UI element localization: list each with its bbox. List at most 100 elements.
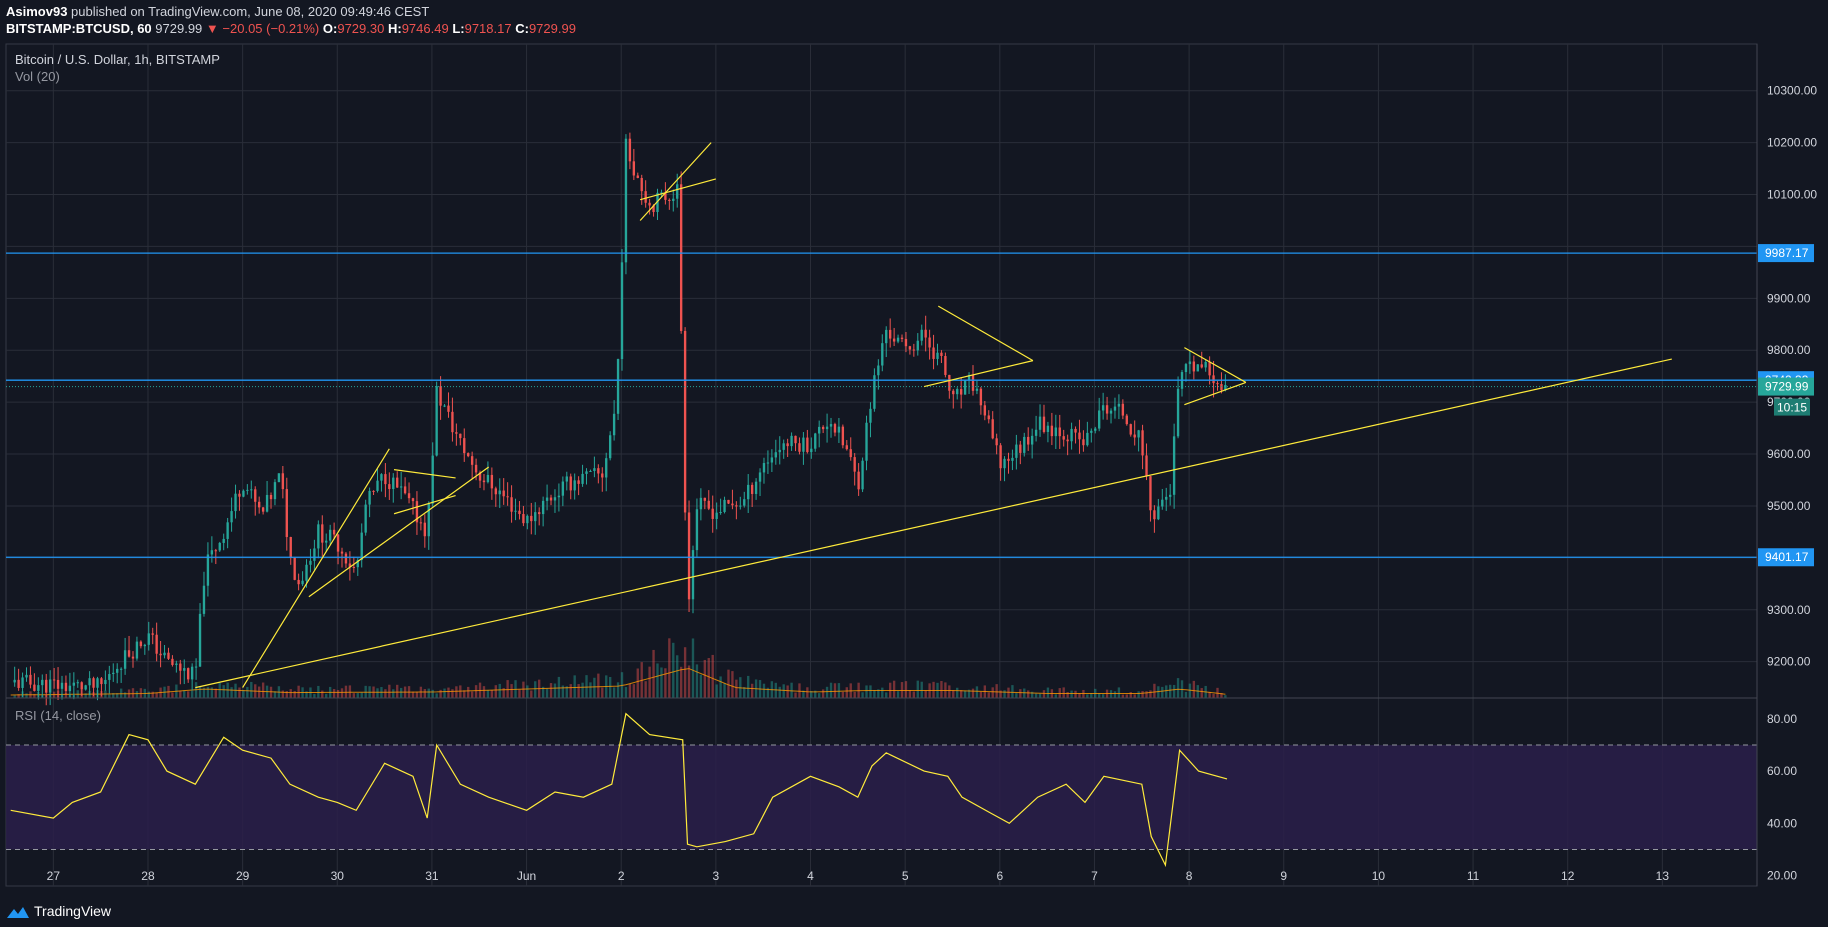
candles[interactable] <box>13 132 1227 706</box>
candle-body <box>313 548 316 561</box>
candle-body <box>892 338 896 342</box>
volume-bar <box>687 665 691 698</box>
candle-body <box>593 468 596 471</box>
volume-bar <box>1224 695 1227 698</box>
price-axis[interactable]: 9200.009300.009400.009500.009600.009700.… <box>1767 84 1817 669</box>
candle-body <box>187 668 190 680</box>
high-label: H: <box>387 21 402 36</box>
volume-bar <box>676 655 679 698</box>
candle-body <box>273 482 277 500</box>
volume-bar <box>573 675 576 698</box>
volume-bar <box>64 693 68 698</box>
volume-bar <box>1074 690 1077 698</box>
volume-bar <box>660 667 663 698</box>
volume-bar <box>711 654 714 698</box>
volume-bar <box>360 692 363 698</box>
candle-body <box>246 489 249 491</box>
volume-bar <box>451 689 454 698</box>
volume-bar <box>798 683 801 698</box>
volume-bar <box>84 693 87 698</box>
candle-body <box>676 184 679 199</box>
candle-body <box>206 554 210 586</box>
close-label: C: <box>515 21 529 36</box>
candle-body <box>900 337 904 339</box>
rsi-tick-label: 20.00 <box>1767 869 1797 883</box>
rsi-pane[interactable] <box>6 744 1757 850</box>
volume-bar <box>912 691 916 698</box>
candle-body <box>1192 361 1196 372</box>
candle-body <box>269 494 273 500</box>
volume-bar <box>589 682 592 698</box>
candle-body <box>348 563 352 568</box>
candle-body <box>1015 444 1018 458</box>
brand-name[interactable]: TradingView <box>34 903 112 919</box>
candle-body <box>1070 428 1073 442</box>
candle-body <box>321 524 324 543</box>
volume-bar <box>25 693 28 698</box>
trendline <box>242 448 390 688</box>
volume-bar <box>695 664 699 698</box>
candle-body <box>1086 432 1089 446</box>
volume-bar <box>486 689 490 698</box>
volume-bar <box>123 692 127 698</box>
candle-body <box>1038 416 1042 430</box>
volume-bar <box>904 681 908 698</box>
volume-bar <box>1109 690 1113 698</box>
volume-bar <box>1078 693 1081 698</box>
volume-bar <box>1141 691 1144 698</box>
volume-bar <box>841 691 845 698</box>
candle-body <box>1176 388 1180 437</box>
volume-bar <box>1046 687 1050 698</box>
candle-body <box>29 674 32 685</box>
volume-bar <box>470 691 474 698</box>
x-tick-label: 7 <box>1091 869 1098 883</box>
volume-bar <box>1212 693 1215 698</box>
candle-body <box>88 678 91 686</box>
candle-body <box>1098 410 1101 429</box>
candle-body <box>360 532 363 560</box>
low-value: 9718.17 <box>464 21 512 36</box>
volume-bar <box>155 692 158 698</box>
y-tick-label: 9900.00 <box>1767 291 1811 305</box>
high-value: 9746.49 <box>401 21 449 36</box>
candle-body <box>502 490 505 497</box>
candle-body <box>1046 425 1050 432</box>
candle-body <box>56 679 60 689</box>
rsi-axis[interactable]: 20.00 40.00 60.00 80.00 <box>1767 712 1797 883</box>
candle-body <box>853 457 856 472</box>
volume-bar <box>534 681 537 698</box>
candle-body <box>1184 364 1188 373</box>
candle-body <box>305 564 308 581</box>
volume-bar <box>845 687 848 698</box>
x-tick-label: 27 <box>47 869 61 883</box>
candle-body <box>1216 383 1219 385</box>
candle-body <box>581 473 584 484</box>
candle-body <box>806 437 809 453</box>
candle-body <box>297 579 300 585</box>
volume-bar <box>885 692 888 698</box>
publisher-name[interactable]: Asimov93 <box>6 4 68 19</box>
volume-bar <box>1161 686 1164 698</box>
candle-body <box>668 199 671 201</box>
volume-bar <box>995 684 998 698</box>
chart-area[interactable]: 9200.009300.009400.009500.009600.009700.… <box>0 0 1828 897</box>
trendlines[interactable] <box>195 142 1672 689</box>
horizontal-levels[interactable] <box>6 252 1757 558</box>
candle-body <box>167 652 170 659</box>
volume-bar <box>829 682 833 698</box>
candle-body <box>794 435 797 444</box>
ohlc-line: BITSTAMP:BTCUSD, 60 9729.99 ▼ −20.05 (−0… <box>6 21 576 36</box>
candle-body <box>612 413 616 436</box>
time-axis[interactable]: 27 28 29 30 31 Jun 2 3 4 5 6 7 8 9 10 11 12 13 <box>47 869 1670 883</box>
volume-bar <box>975 686 979 698</box>
volume-bar <box>482 686 486 698</box>
candle-body <box>766 462 770 464</box>
candle-body <box>861 460 864 490</box>
volume-bar <box>1121 694 1125 698</box>
candle-body <box>1200 364 1203 368</box>
volume-bar <box>427 688 430 698</box>
volume-bar <box>1030 691 1034 698</box>
candle-body <box>392 477 395 490</box>
candle-body <box>443 405 446 407</box>
volume-bar <box>522 681 525 698</box>
